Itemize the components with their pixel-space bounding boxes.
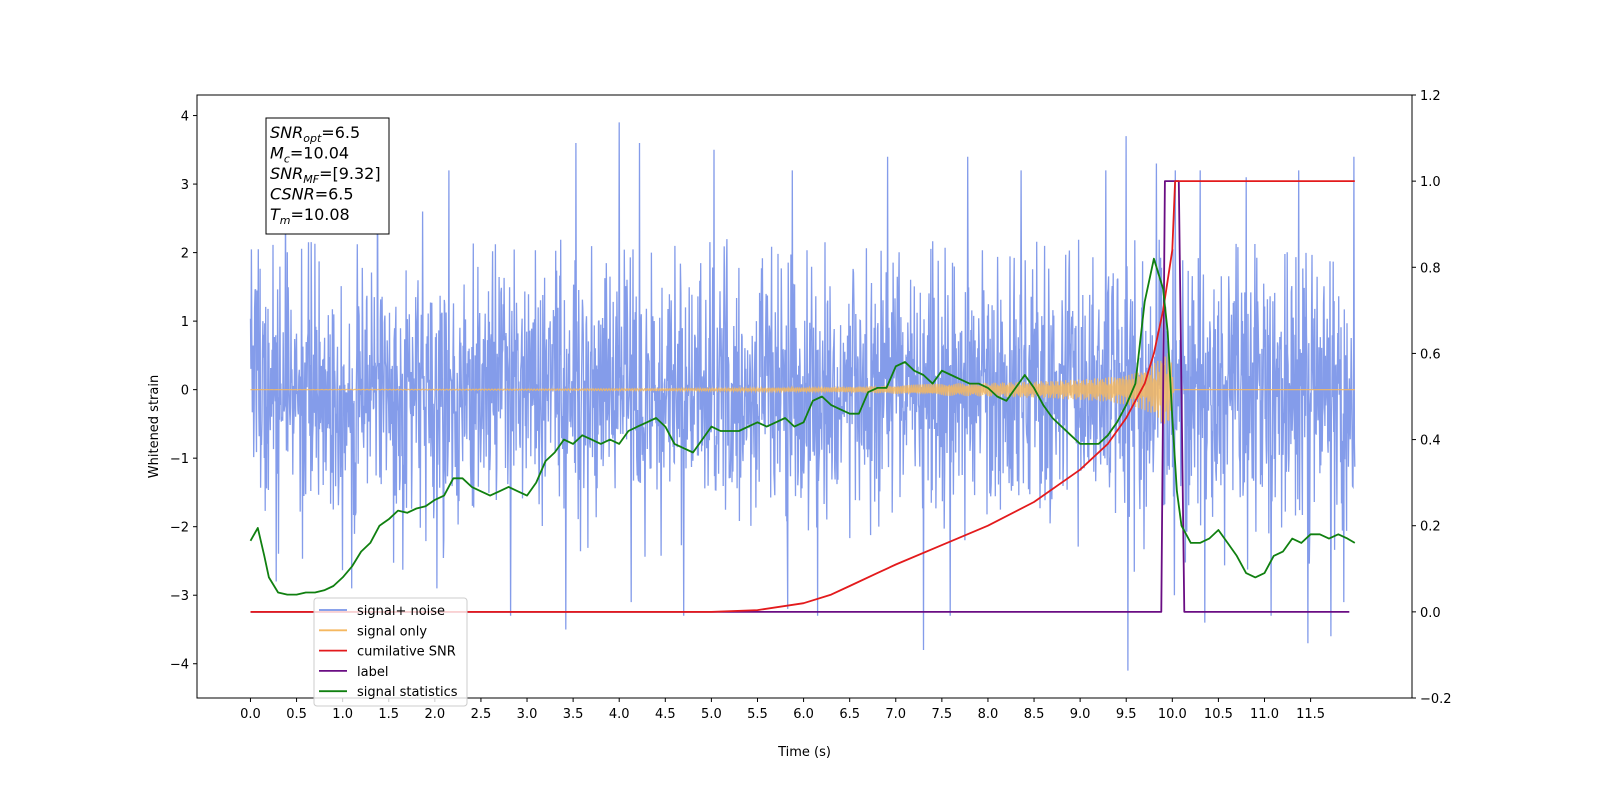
info-line: Mc=10.04 (270, 144, 349, 166)
y2-tick-label: 0.4 (1420, 434, 1441, 449)
x-tick-label: 0.5 (286, 707, 307, 722)
x-tick-label: 1.5 (378, 707, 399, 722)
x-axis-label: Time (s) (777, 745, 831, 760)
legend-label: cumilative SNR (357, 645, 456, 660)
x-tick-label: 5.0 (701, 707, 722, 722)
y-axis-label: Whitened strain (147, 375, 162, 478)
y2-tick-label: 0.2 (1420, 520, 1441, 535)
y-tick-label: −2 (170, 521, 189, 536)
y-tick-label: 3 (181, 178, 189, 193)
y-tick-label: 4 (181, 110, 189, 125)
x-tick-label: 6.0 (793, 707, 814, 722)
y-tick-label: 1 (181, 315, 189, 330)
x-tick-label: 10.5 (1204, 707, 1233, 722)
y2-tick-label: 1.0 (1420, 175, 1441, 190)
x-tick-label: 9.5 (1116, 707, 1137, 722)
y-tick-label: −4 (170, 658, 189, 673)
info-box-frame (265, 117, 390, 235)
y2-tick-label: 0.6 (1420, 347, 1441, 362)
legend: signal+ noise signal only cumilative SNR la… (313, 597, 468, 707)
info-line: SNRMF=[9.32] (270, 164, 381, 186)
info-line: Tm=10.08 (270, 205, 350, 227)
x-tick-label: 4.5 (655, 707, 676, 722)
x-tick-label: 8.0 (978, 707, 999, 722)
x-tick-label: 0.0 (240, 707, 261, 722)
x-tick-label: 9.0 (1070, 707, 1091, 722)
series-cumulative-snr-line (250, 180, 1355, 613)
legend-frame (313, 597, 468, 707)
x-tick-label: 8.5 (1024, 707, 1045, 722)
info-box: SNRopt=6.5Mc=10.04SNRMF=[9.32]CSNR=6.5Tm… (265, 117, 390, 235)
axes: 0.0 0.5 1.0 1.5 2.0 2.5 3.0 3.5 4.0 4.5 5.0 5.5 6.0 6… (170, 89, 1452, 722)
legend-label: signal only (357, 624, 427, 639)
x-tick-label: 2.0 (424, 707, 445, 722)
legend-label: label (357, 665, 388, 680)
plot-area (249, 122, 1356, 671)
x-tick-label: 5.5 (747, 707, 768, 722)
x-tick-label: 2.5 (471, 707, 492, 722)
series-signal-statistics-line (249, 257, 1356, 596)
x-tick-label: 10.0 (1158, 707, 1187, 722)
legend-label: signal+ noise (357, 604, 445, 619)
y-tick-label: 0 (181, 384, 189, 399)
x-tick-label: 11.5 (1296, 707, 1325, 722)
x-tick-label: 7.0 (885, 707, 906, 722)
y2-tick-label: 0.8 (1420, 261, 1441, 276)
x-tick-label: 1.0 (332, 707, 353, 722)
y-tick-label: −3 (170, 589, 189, 604)
x-tick-label: 11.0 (1250, 707, 1279, 722)
axes-frame (196, 94, 1413, 699)
series-label-line (250, 180, 1350, 613)
x-tick-label: 3.0 (517, 707, 538, 722)
x-tick-label: 7.5 (932, 707, 953, 722)
legend-label: signal statistics (357, 685, 458, 700)
x-tick-label: 6.5 (839, 707, 860, 722)
info-line: SNRopt=6.5 (270, 123, 360, 145)
info-line: CSNR=6.5 (270, 185, 354, 204)
x-tick-label: 3.5 (563, 707, 584, 722)
y-tick-label: 2 (181, 247, 189, 262)
y-tick-label: −1 (170, 452, 189, 467)
y2-tick-label: 1.2 (1420, 89, 1441, 104)
y2-tick-label: 0.0 (1420, 606, 1441, 621)
y2-tick-label: −0.2 (1420, 692, 1452, 707)
x-tick-label: 4.0 (609, 707, 630, 722)
